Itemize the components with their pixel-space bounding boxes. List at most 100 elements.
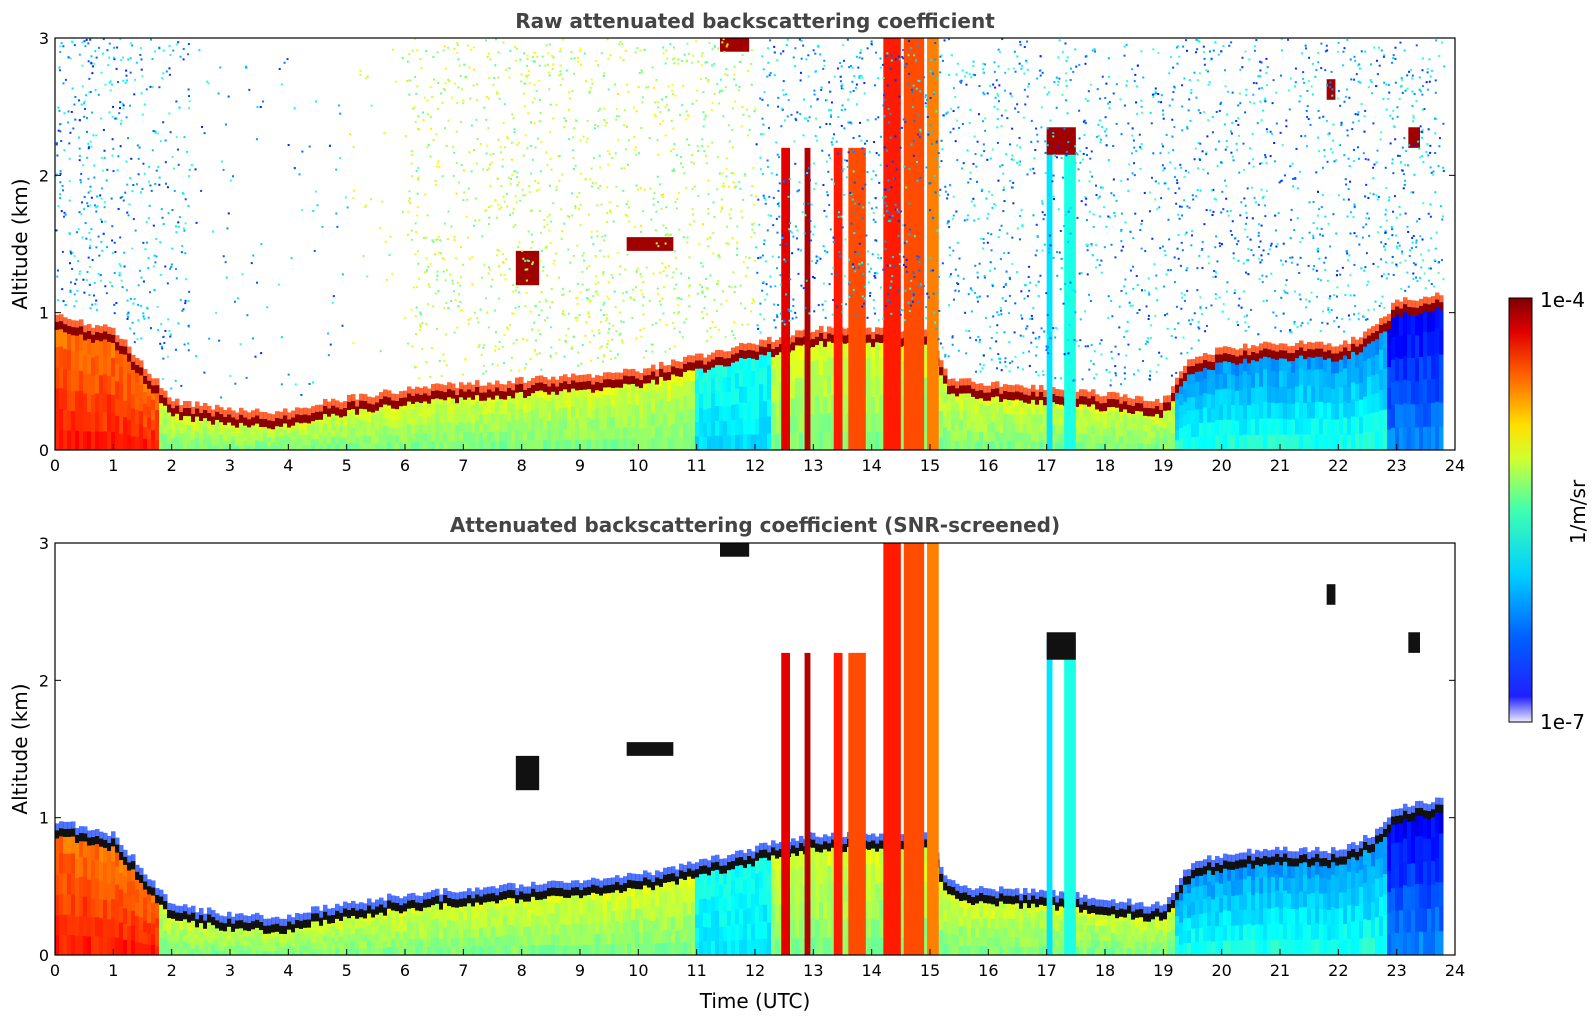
noise-pixel <box>1067 141 1070 144</box>
noise-pixel <box>626 253 629 256</box>
noise-pixel <box>149 85 152 88</box>
boundary-layer-top <box>55 321 60 330</box>
noise-pixel <box>1088 210 1091 213</box>
noise-pixel <box>1259 162 1262 165</box>
noise-pixel <box>466 236 469 239</box>
noise-pixel <box>621 339 624 342</box>
heatmap-cell <box>415 397 420 407</box>
heatmap-cell <box>1299 351 1304 369</box>
heatmap-cell <box>571 406 576 418</box>
heatmap-cell <box>295 428 300 435</box>
noise-pixel <box>78 211 81 214</box>
noise-pixel <box>455 130 458 133</box>
noise-pixel <box>933 174 936 177</box>
boundary-layer-top <box>423 393 428 402</box>
layer-edge <box>155 378 160 386</box>
noise-pixel <box>913 235 916 238</box>
noise-pixel <box>637 188 640 191</box>
heatmap-cell <box>1087 434 1092 443</box>
noise-pixel <box>1008 294 1011 297</box>
heatmap-cell <box>339 431 344 439</box>
heatmap-cell <box>471 413 476 424</box>
noise-pixel <box>1032 331 1035 334</box>
layer-edge <box>259 411 264 419</box>
noise-pixel <box>996 324 999 327</box>
heatmap-cell <box>1195 395 1200 410</box>
heatmap-cell <box>171 431 176 438</box>
boundary-layer-top <box>543 383 548 393</box>
noise-pixel <box>885 149 888 152</box>
noise-pixel <box>135 61 138 64</box>
noise-pixel <box>983 150 986 153</box>
layer-edge <box>1155 398 1160 406</box>
noise-pixel <box>560 208 563 211</box>
heatmap-cell <box>1015 413 1020 424</box>
heatmap-cell <box>1339 387 1344 404</box>
heatmap-cell <box>1351 432 1356 450</box>
heatmap-cell <box>295 444 300 450</box>
layer-edge <box>595 375 600 382</box>
noise-pixel <box>664 266 667 269</box>
heatmap-cell <box>471 440 476 450</box>
boundary-layer-top <box>267 420 272 429</box>
noise-pixel <box>916 258 919 261</box>
boundary-layer-top <box>867 334 872 343</box>
heatmap-cell <box>91 338 96 358</box>
boundary-layer-top <box>315 411 320 420</box>
heatmap-cell <box>1295 417 1300 435</box>
noise-pixel <box>89 189 92 192</box>
noise-pixel <box>456 51 459 54</box>
heatmap-cell <box>695 435 700 450</box>
noise-pixel <box>456 326 459 329</box>
layer-edge <box>407 386 412 394</box>
heatmap-cell <box>499 440 504 450</box>
heatmap-cell <box>1167 435 1172 444</box>
heatmap-cell <box>195 437 200 445</box>
noise-pixel <box>1305 109 1308 112</box>
heatmap-cell <box>63 348 68 370</box>
heatmap-cell <box>831 375 836 395</box>
noise-pixel <box>1285 279 1288 282</box>
boundary-layer-top <box>1091 396 1096 405</box>
noise-pixel <box>540 141 543 144</box>
heatmap-cell <box>91 431 96 450</box>
noise-pixel <box>1176 46 1179 49</box>
heatmap-cell <box>711 406 716 422</box>
heatmap-cell <box>1175 429 1180 441</box>
noise-pixel <box>742 113 745 116</box>
heatmap-cell <box>511 440 516 450</box>
noise-pixel <box>1070 67 1073 70</box>
heatmap-cell <box>1179 404 1184 417</box>
noise-pixel <box>129 42 132 45</box>
noise-pixel <box>522 257 525 260</box>
noise-pixel <box>182 308 185 311</box>
boundary-layer-top <box>411 395 416 404</box>
layer-edge <box>1319 341 1324 349</box>
heatmap-cell <box>167 443 172 450</box>
noise-pixel <box>407 210 410 213</box>
noise-pixel <box>982 238 985 241</box>
noise-pixel <box>1047 352 1050 355</box>
noise-pixel <box>332 295 335 298</box>
noise-pixel <box>970 289 973 292</box>
heatmap-cell <box>71 350 76 372</box>
boundary-layer-top <box>727 358 732 367</box>
noise-pixel <box>1027 275 1030 278</box>
heatmap-cell <box>1383 327 1388 349</box>
noise-pixel <box>1020 67 1023 70</box>
heatmap-cell <box>759 416 764 434</box>
heatmap-cell <box>471 395 476 406</box>
heatmap-cell <box>451 394 456 405</box>
noise-pixel <box>741 216 744 219</box>
noise-pixel <box>1175 202 1178 205</box>
noise-pixel <box>1012 202 1015 205</box>
noise-pixel <box>1222 45 1225 48</box>
noise-pixel <box>994 204 997 207</box>
heatmap-cell <box>475 440 480 450</box>
layer-edge <box>1423 296 1428 304</box>
heatmap-cell <box>679 372 684 387</box>
noise-pixel <box>514 224 517 227</box>
heatmap-cell <box>415 441 420 450</box>
noise-pixel <box>828 154 831 157</box>
heatmap-cell <box>1399 404 1404 428</box>
